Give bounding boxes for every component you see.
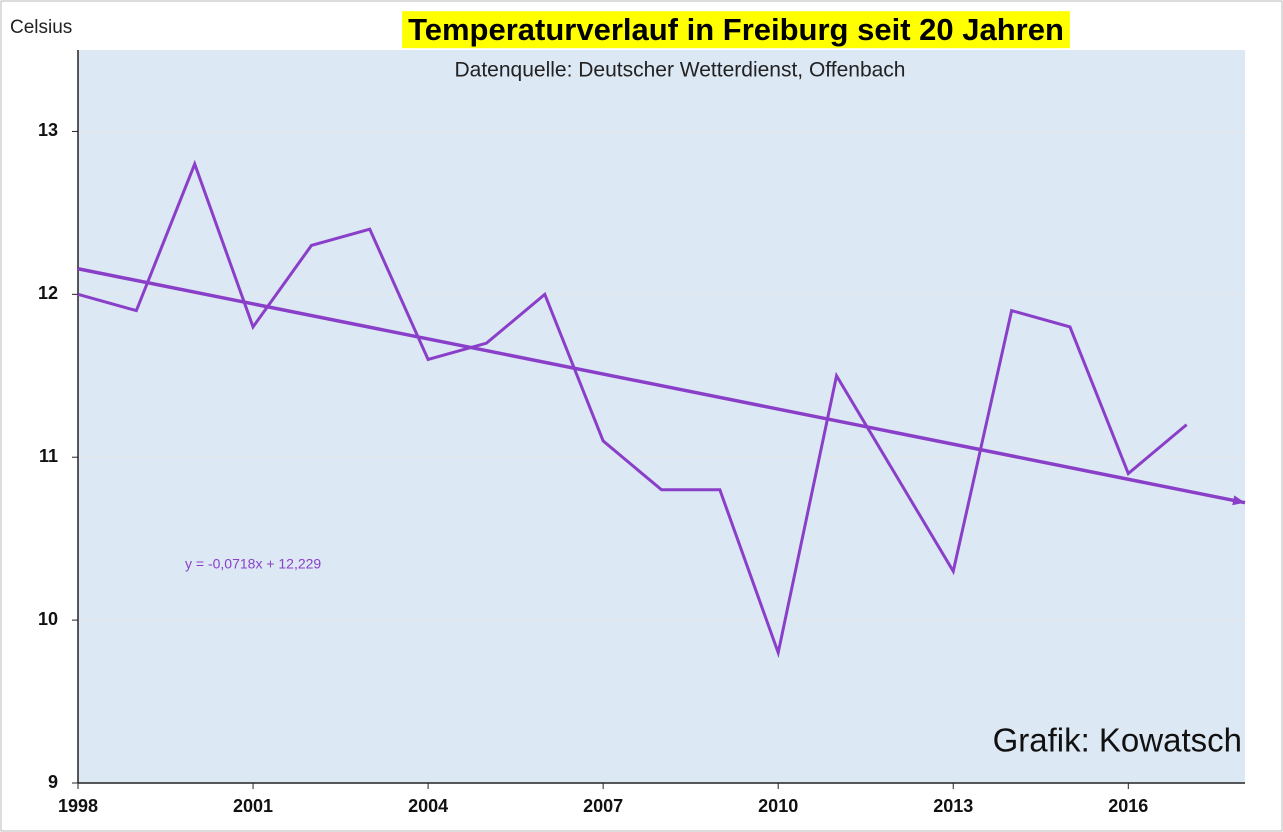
y-tick-label: 13 (38, 120, 58, 140)
trend-line (77, 267, 1246, 505)
y-tick-label: 12 (38, 283, 58, 303)
credit: Grafik: Kowatsch (993, 722, 1242, 759)
x-tick-label: 1998 (58, 796, 98, 816)
y-axis-label: Celsius (10, 17, 72, 38)
y-tick-label: 9 (48, 772, 58, 792)
x-tick-label: 2007 (583, 796, 623, 816)
chart-title: Temperaturverlauf in Freiburg seit 20 Ja… (408, 12, 1064, 47)
trend-arrow (1232, 495, 1245, 506)
x-tick-label: 2004 (408, 796, 448, 816)
title-background (402, 11, 1070, 49)
data-line (77, 159, 1188, 659)
trend-equation: y = -0,0718x + 12,229 (185, 556, 321, 572)
x-tick-label: 2013 (933, 796, 973, 816)
x-tick-label: 2010 (758, 796, 798, 816)
plot-area (78, 50, 1245, 783)
y-tick-label: 10 (38, 609, 58, 629)
chart-subtitle: Datenquelle: Deutscher Wetterdienst, Off… (455, 59, 906, 82)
x-tick-label: 2001 (233, 796, 273, 816)
y-tick-label: 11 (39, 446, 58, 466)
x-tick-label: 2016 (1108, 796, 1148, 816)
